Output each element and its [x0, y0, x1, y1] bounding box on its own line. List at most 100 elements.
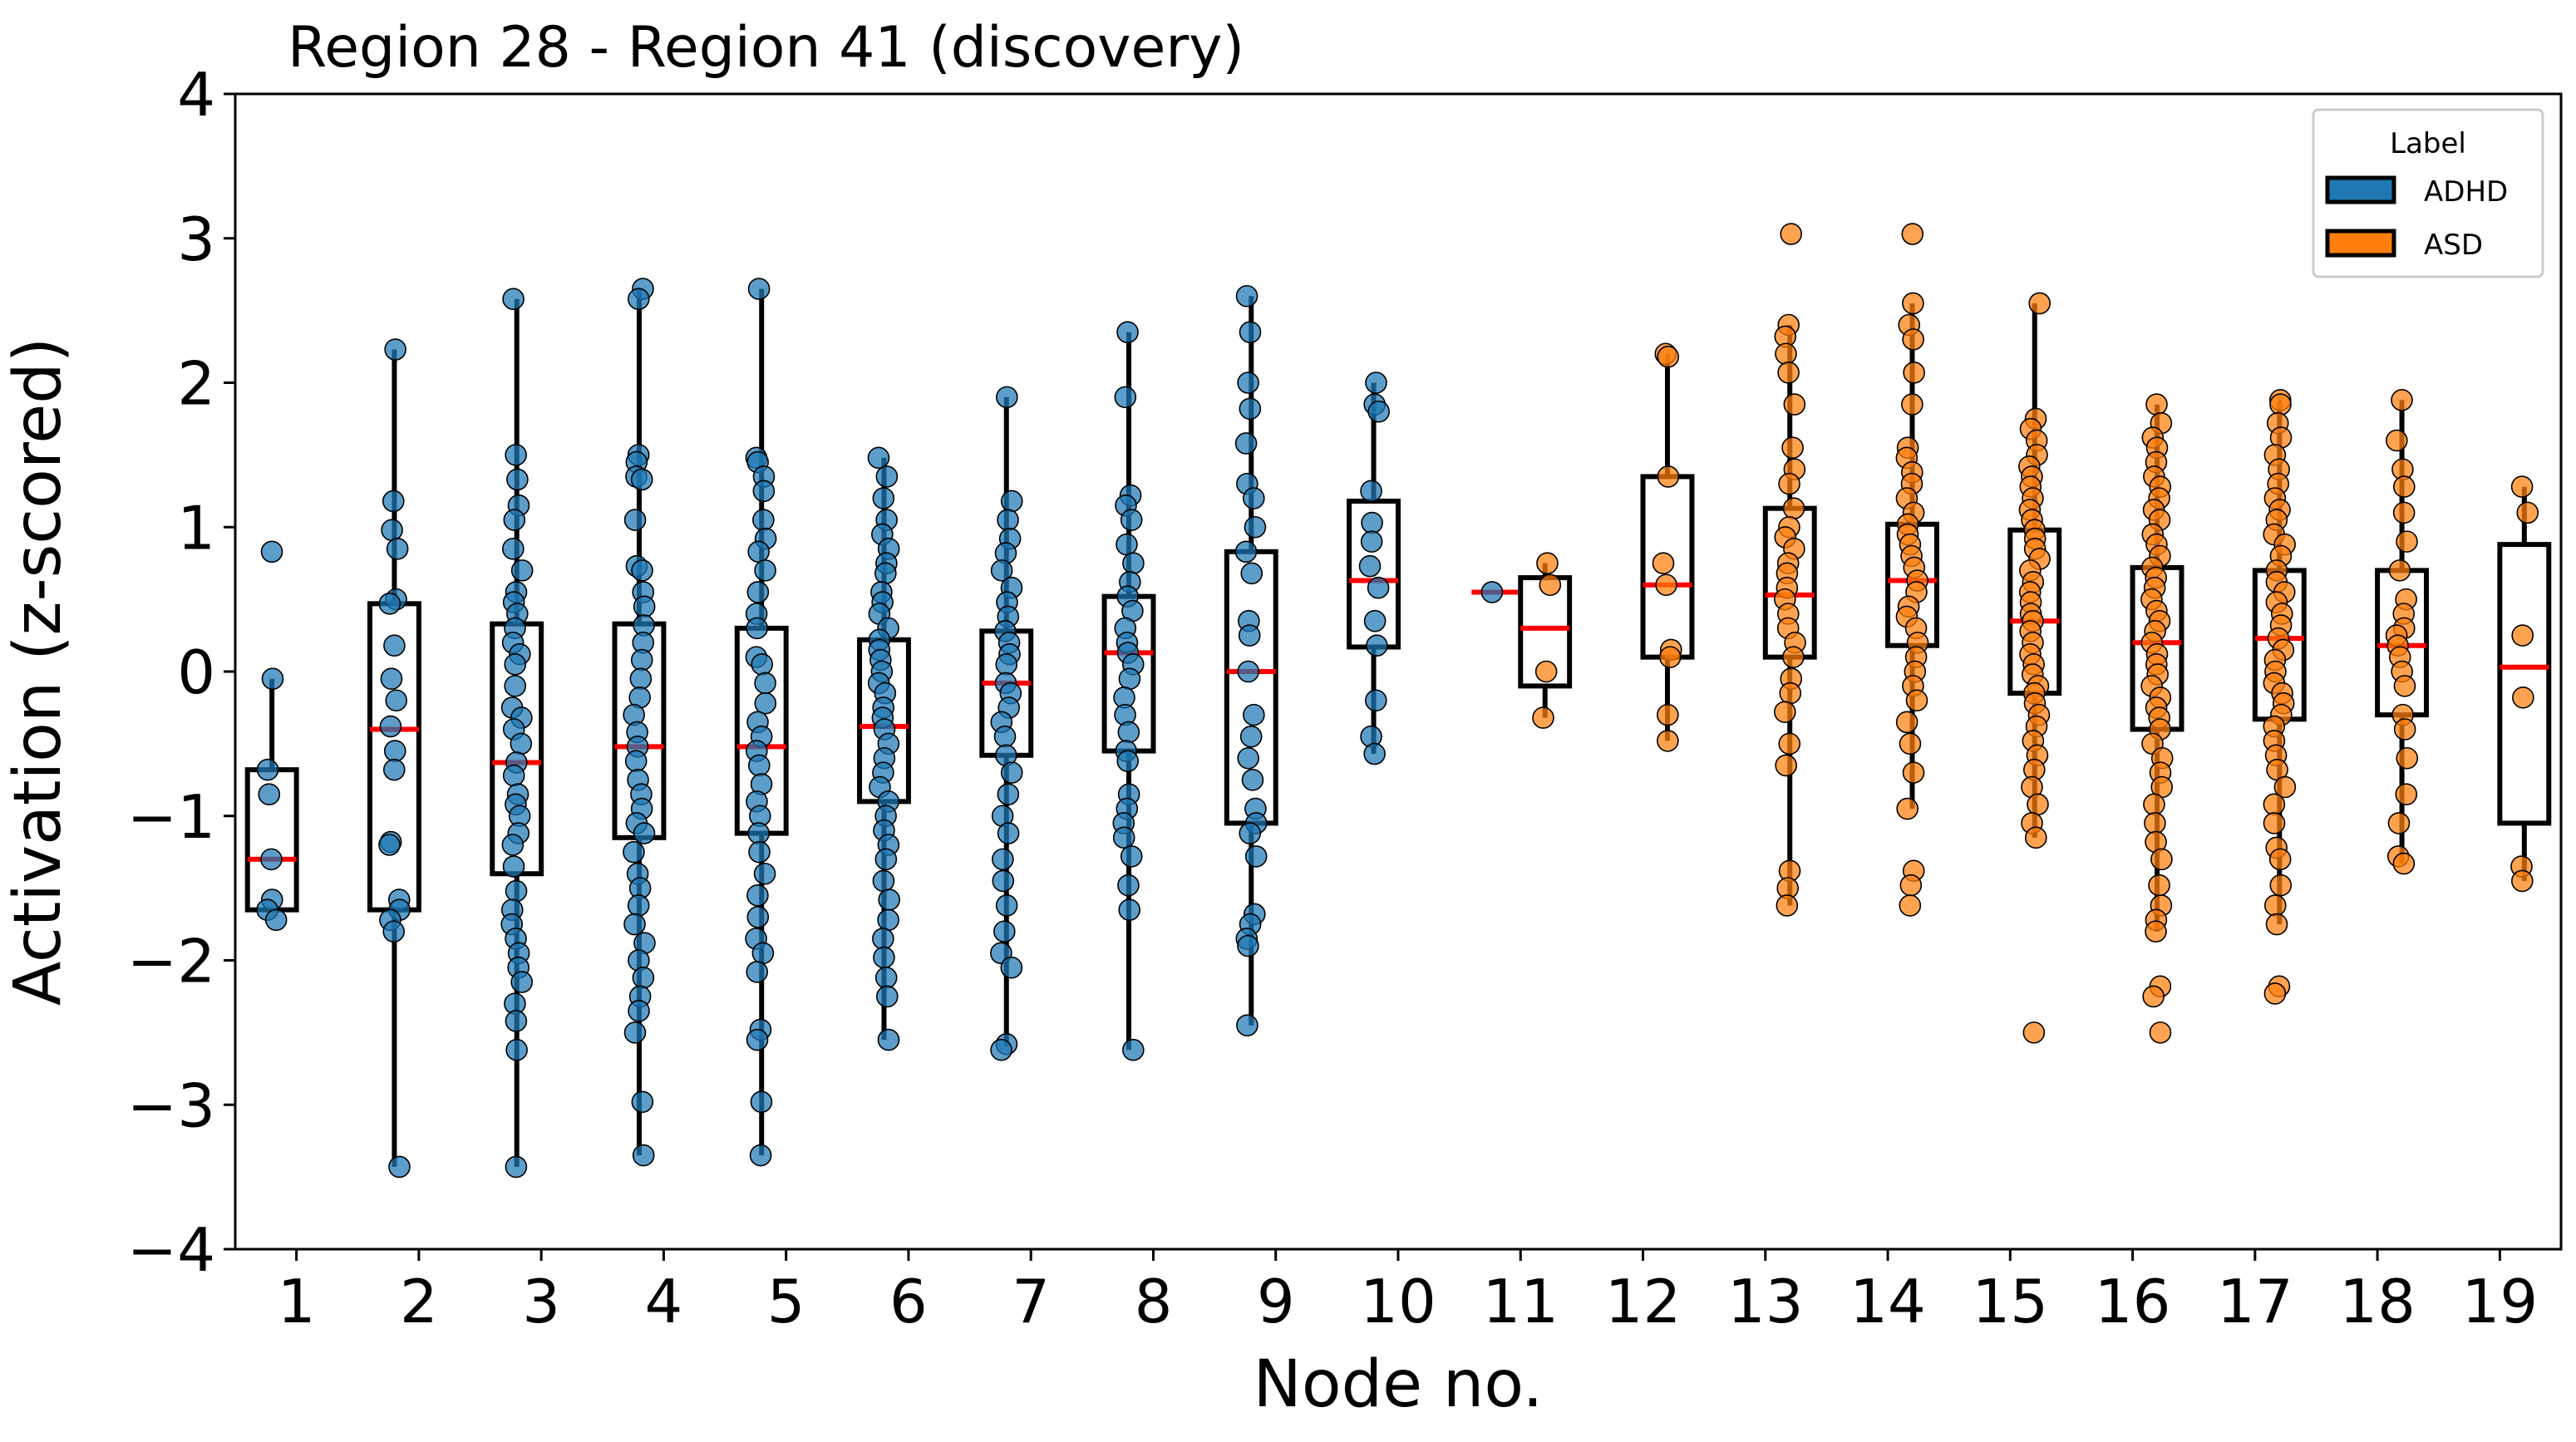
- legend-label-asd: ASD: [2424, 229, 2483, 262]
- data-point-asd: [2387, 812, 2411, 834]
- data-point-adhd: [753, 862, 776, 885]
- data-point-asd: [2263, 982, 2287, 1005]
- data-point-asd: [2263, 793, 2286, 816]
- data-point-asd: [1782, 646, 1805, 668]
- data-point-adhd: [1239, 725, 1263, 748]
- data-point-asd: [2516, 501, 2539, 524]
- data-point-adhd: [623, 1021, 647, 1044]
- x-tick-label: 17: [2217, 1267, 2293, 1336]
- data-point-asd: [1899, 874, 1923, 897]
- data-point-adhd: [997, 783, 1020, 805]
- data-point-asd: [2396, 746, 2419, 770]
- data-point-asd: [2142, 985, 2165, 1008]
- data-point-asd: [2028, 292, 2051, 315]
- y-tick-label: 3: [177, 204, 215, 274]
- x-tick-label: 14: [1849, 1267, 1926, 1336]
- data-point-adhd: [506, 468, 529, 491]
- y-tick-label: 4: [177, 60, 215, 130]
- data-point-asd: [1774, 701, 1796, 723]
- data-point-asd: [1902, 328, 1924, 351]
- data-point-adhd: [501, 834, 525, 856]
- data-point-asd: [1905, 689, 1928, 712]
- data-point-asd: [1655, 573, 1677, 597]
- data-point-asd: [1657, 703, 1679, 726]
- data-point-asd: [1902, 761, 1925, 784]
- data-point-adhd: [382, 920, 406, 943]
- data-point-adhd: [1240, 562, 1263, 585]
- data-point-adhd: [872, 869, 895, 893]
- data-point-adhd: [1363, 742, 1386, 765]
- data-point-adhd: [502, 288, 525, 311]
- data-point-adhd: [1000, 956, 1023, 979]
- data-point-adhd: [990, 1038, 1012, 1061]
- data-point-adhd: [505, 879, 528, 903]
- data-point-adhd: [505, 444, 527, 466]
- data-point-adhd: [1120, 845, 1143, 868]
- data-point-asd: [2392, 501, 2416, 524]
- data-point-adhd: [872, 928, 894, 950]
- legend-label-adhd: ADHD: [2424, 175, 2508, 209]
- data-point-adhd: [378, 593, 401, 615]
- chart-title: Region 28 - Region 41 (discovery): [288, 15, 1244, 81]
- data-point-adhd: [1360, 480, 1382, 503]
- data-point-adhd: [502, 855, 525, 878]
- data-point-adhd: [258, 783, 281, 805]
- data-point-adhd: [1000, 490, 1023, 513]
- data-point-asd: [1776, 894, 1799, 917]
- data-point-adhd: [630, 648, 653, 672]
- data-point-adhd: [873, 946, 895, 969]
- data-point-adhd: [1243, 487, 1265, 509]
- x-tick-label: 8: [1135, 1267, 1173, 1336]
- data-point-asd: [1652, 552, 1675, 574]
- data-point-adhd: [629, 667, 653, 690]
- data-point-asd: [2148, 874, 2170, 897]
- data-point-asd: [2024, 826, 2047, 849]
- data-point-adhd: [382, 490, 405, 513]
- data-point-adhd: [1117, 721, 1140, 744]
- data-point-asd: [2511, 624, 2534, 647]
- data-point-adhd: [631, 559, 653, 582]
- data-point-adhd: [504, 675, 527, 697]
- data-point-adhd: [380, 667, 403, 690]
- data-point-adhd: [754, 559, 776, 582]
- data-point-adhd: [992, 869, 1015, 893]
- data-point-asd: [2027, 793, 2049, 816]
- data-point-adhd: [386, 538, 409, 560]
- data-point-adhd: [502, 538, 525, 560]
- data-point-adhd: [627, 894, 650, 917]
- data-point-adhd: [1367, 400, 1391, 423]
- data-point-adhd: [385, 689, 408, 712]
- x-tick-label: 3: [522, 1267, 560, 1336]
- data-point-adhd: [1114, 386, 1137, 409]
- data-point-asd: [2022, 1021, 2046, 1044]
- data-point-adhd: [997, 822, 1020, 844]
- data-point-adhd: [630, 468, 653, 491]
- data-point-asd: [1657, 345, 1680, 368]
- data-point-asd: [1658, 646, 1682, 668]
- data-point-asd: [1536, 552, 1559, 574]
- data-point-asd: [1778, 472, 1800, 495]
- legend-title: Label: [2390, 127, 2466, 160]
- data-point-asd: [1782, 497, 1805, 519]
- data-point-adhd: [747, 540, 770, 564]
- data-point-adhd: [1117, 874, 1140, 897]
- data-point-adhd: [752, 509, 775, 531]
- data-point-asd: [2150, 848, 2173, 871]
- data-point-adhd: [632, 967, 655, 989]
- data-point-adhd: [992, 848, 1014, 871]
- data-point-asd: [2396, 530, 2418, 553]
- data-point-asd: [2273, 775, 2297, 799]
- data-point-asd: [2263, 894, 2287, 917]
- x-axis-ticks: 1 2 3 4 5 6 7 8 9 10 11 12 13 14 15 16 17 18 19: [278, 1249, 2538, 1336]
- data-point-adhd: [1116, 321, 1139, 343]
- y-tick-label: 0: [177, 637, 215, 707]
- data-point-adhd: [1239, 321, 1262, 343]
- data-point-adhd: [1244, 845, 1268, 868]
- data-point-asd: [1901, 223, 1924, 245]
- data-point-asd: [1902, 292, 1924, 315]
- y-tick-label: 2: [177, 349, 215, 419]
- data-point-adhd: [264, 908, 288, 932]
- data-point-adhd: [1363, 609, 1387, 632]
- data-point-adhd: [1112, 826, 1135, 849]
- data-point-adhd: [1244, 515, 1267, 539]
